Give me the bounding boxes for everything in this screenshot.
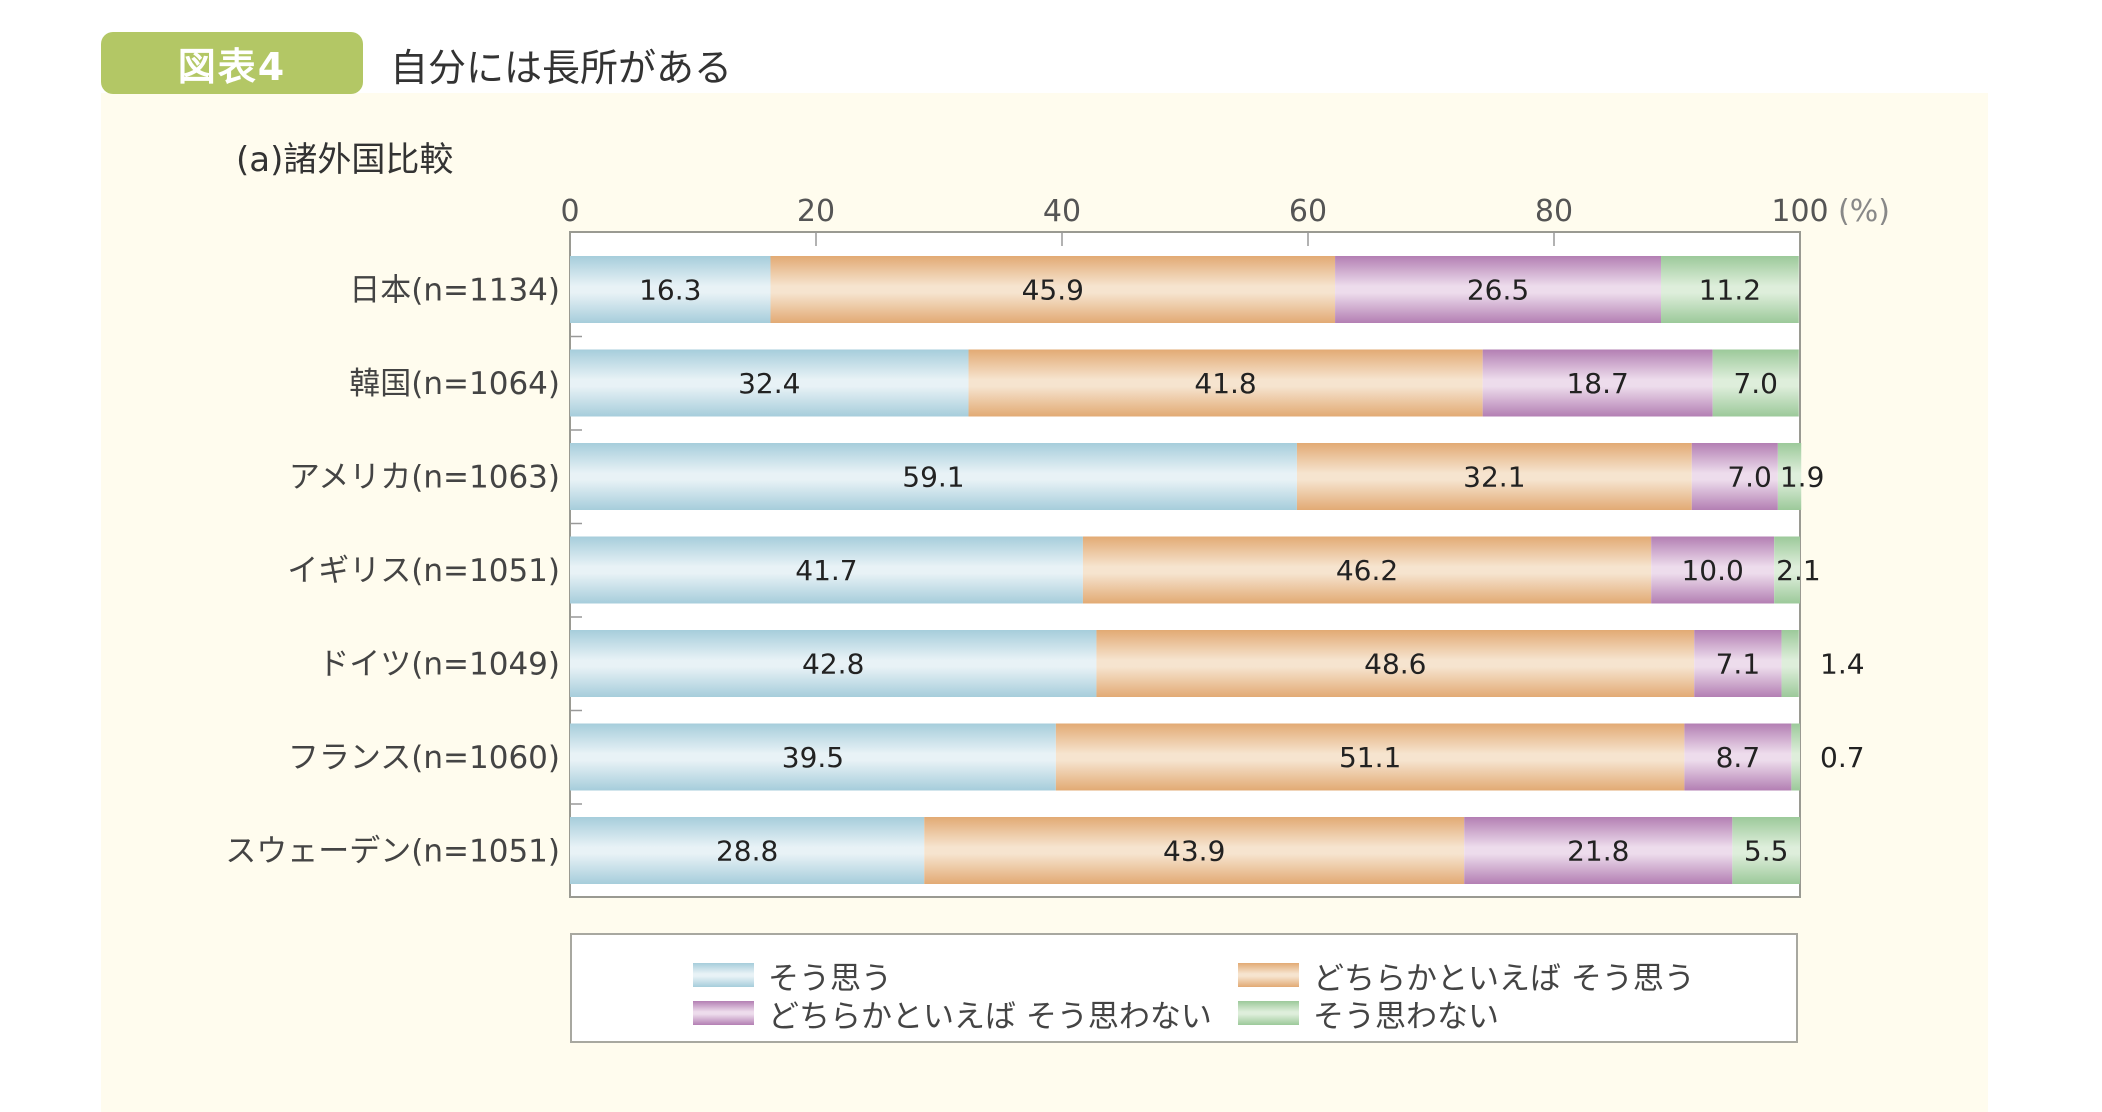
bar-segment-agree <box>570 256 771 323</box>
bar-segment-agree <box>570 630 1097 697</box>
x-tick-label: 40 <box>1043 194 1081 229</box>
bar-segment-disagree <box>1774 536 1800 604</box>
bar-segment-disagree <box>1732 817 1800 884</box>
category-label: フランス(n=1060) <box>288 740 560 776</box>
data-label: 39.5 <box>782 741 844 774</box>
bar-segment-somewhat-disagree <box>1691 443 1778 510</box>
legend-item-disagree: そう思わない <box>1238 995 1499 1035</box>
bar-segment-somewhat-disagree <box>1464 817 1733 884</box>
data-label: 16.3 <box>639 274 701 307</box>
legend-label-agree: そう思う <box>768 960 892 997</box>
category-label: 韓国(n=1064) <box>349 366 560 402</box>
data-label: 41.8 <box>1194 367 1256 400</box>
bar-segment-somewhat-agree <box>1096 630 1695 697</box>
category-labels: 日本(n=1134) 韓国(n=1064) アメリカ(n=1063) イギリス(n=1… <box>225 273 560 870</box>
data-label: 11.2 <box>1699 274 1761 307</box>
data-label: 1.9 <box>1780 461 1825 494</box>
bar-segment-disagree <box>1661 256 1799 323</box>
legend-swatch-somewhat-agree <box>1238 963 1299 987</box>
legend-item-agree: そう思う <box>693 957 892 997</box>
x-axis: 0 20 40 60 80 100 (%) <box>560 194 1890 246</box>
data-label: 18.7 <box>1566 367 1628 400</box>
legend-swatch-agree <box>693 963 754 987</box>
data-label: 32.4 <box>738 367 800 400</box>
category-label: アメリカ(n=1063) <box>289 460 560 496</box>
x-tick-label: 0 <box>560 194 579 229</box>
bar-segment-somewhat-disagree <box>1335 256 1662 323</box>
x-tick-label: 100 <box>1771 194 1828 229</box>
figure-title: 自分には長所がある <box>390 45 733 90</box>
x-tick-label: 60 <box>1289 194 1327 229</box>
bar-segment-agree <box>570 536 1083 604</box>
data-label: 0.7 <box>1820 741 1865 774</box>
data-label: 5.5 <box>1744 835 1789 868</box>
data-label: 1.4 <box>1820 648 1865 681</box>
legend-item-somewhat-disagree: どちらかといえば そう思わない <box>693 995 1212 1035</box>
data-label: 41.7 <box>795 554 857 587</box>
bar-segment-disagree <box>1781 630 1799 697</box>
legend-label-disagree: そう思わない <box>1313 998 1499 1035</box>
data-label: 43.9 <box>1163 835 1225 868</box>
bar-segment-somewhat-agree <box>1082 536 1652 604</box>
data-label: 59.1 <box>902 461 964 494</box>
bar-segment-somewhat-disagree <box>1482 349 1713 417</box>
category-label: ドイツ(n=1049) <box>318 647 560 683</box>
bar-segment-disagree <box>1777 443 1802 510</box>
bar-segment-agree <box>570 723 1056 791</box>
bar-segment-somewhat-agree <box>924 817 1465 884</box>
data-label: 7.0 <box>1727 461 1772 494</box>
x-axis-unit: (%) <box>1838 194 1890 229</box>
data-label: 8.7 <box>1716 741 1761 774</box>
data-label: 10.0 <box>1681 554 1743 587</box>
bar-segment-agree <box>570 817 925 884</box>
data-label: 21.8 <box>1567 835 1629 868</box>
legend-label-somewhat-agree: どちらかといえば そう思う <box>1313 960 1695 997</box>
figure-number-badge: 図表4 <box>101 32 363 94</box>
category-label: イギリス(n=1051) <box>287 553 560 589</box>
data-label: 32.1 <box>1463 461 1525 494</box>
chart-subtitle: (a)諸外国比較 <box>236 140 454 180</box>
bars: 16.3 45.9 26.5 11.2 32.4 41.8 18.7 7.0 59.1 32.1 7… <box>570 256 1865 884</box>
data-label: 26.5 <box>1467 274 1529 307</box>
bar-segment-disagree <box>1791 723 1800 791</box>
x-tick-label: 80 <box>1535 194 1573 229</box>
data-label: 7.0 <box>1733 367 1778 400</box>
bar-segment-somewhat-disagree <box>1694 630 1782 697</box>
category-label: 日本(n=1134) <box>349 273 560 309</box>
bar-segment-somewhat-agree <box>968 349 1483 417</box>
data-label: 28.8 <box>716 835 778 868</box>
legend-swatch-disagree <box>1238 1001 1299 1025</box>
bar-segment-disagree <box>1712 349 1799 417</box>
category-label: スウェーデン(n=1051) <box>225 834 560 870</box>
bar-segment-somewhat-disagree <box>1684 723 1792 791</box>
data-label: 2.1 <box>1776 554 1821 587</box>
legend-swatch-somewhat-disagree <box>693 1001 754 1025</box>
data-label: 42.8 <box>802 648 864 681</box>
x-tick-label: 20 <box>797 194 835 229</box>
data-label: 51.1 <box>1339 741 1401 774</box>
data-label: 46.2 <box>1336 554 1398 587</box>
bar-segment-agree <box>570 349 969 417</box>
legend-label-somewhat-disagree: どちらかといえば そう思わない <box>768 998 1212 1035</box>
data-label: 7.1 <box>1716 648 1761 681</box>
legend-item-somewhat-agree: どちらかといえば そう思う <box>1238 957 1695 997</box>
bar-segment-somewhat-agree <box>1296 443 1692 510</box>
legend: そう思う どちらかといえば そう思う どちらかといえば そう思わない そう思わな… <box>570 933 1798 1043</box>
bar-segment-somewhat-agree <box>1055 723 1685 791</box>
data-label: 45.9 <box>1022 274 1084 307</box>
bar-segment-agree <box>570 443 1297 510</box>
bar-segment-somewhat-agree <box>770 256 1336 323</box>
data-label: 48.6 <box>1364 648 1426 681</box>
bar-segment-somewhat-disagree <box>1651 536 1775 604</box>
